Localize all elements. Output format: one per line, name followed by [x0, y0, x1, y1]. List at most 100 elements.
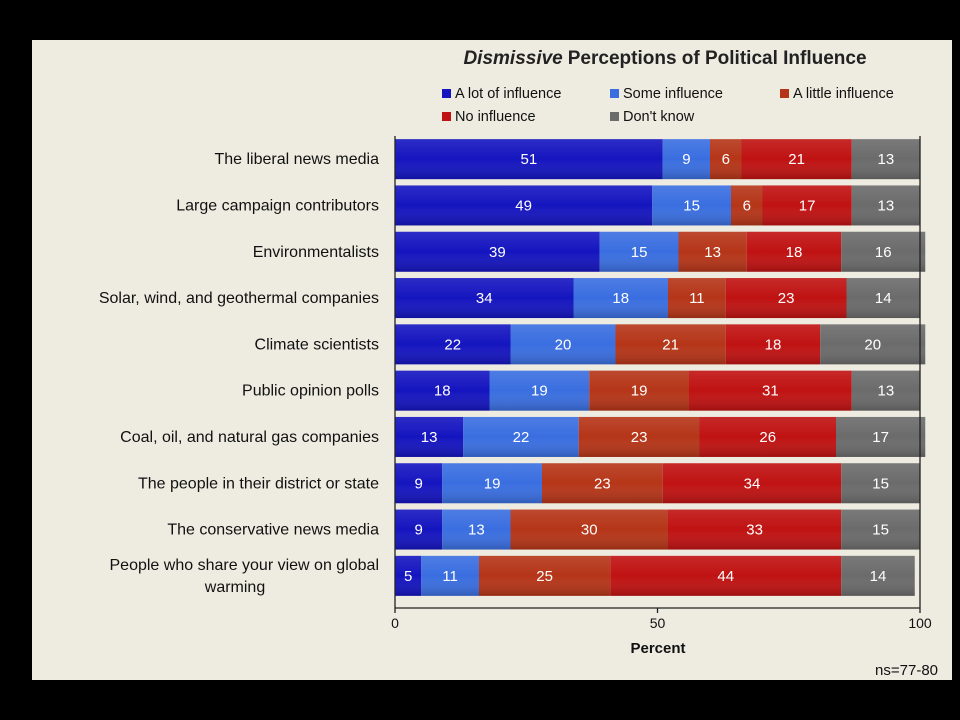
bar-value-label: 18	[434, 383, 451, 400]
bar-shade-a-little-influence	[479, 555, 611, 596]
category-label: The conservative news media	[167, 522, 379, 539]
bar-value-label: 9	[414, 522, 422, 539]
bar-shade-a-lot-of-influence	[395, 185, 653, 226]
bar-value-label: 13	[878, 197, 895, 214]
bar-shade-a-lot-of-influence	[395, 463, 443, 504]
bar-value-label: 20	[864, 336, 881, 353]
bar-shade-a-little-influence	[578, 416, 700, 457]
bar-shade-no-influence	[725, 278, 847, 319]
category-label: Climate scientists	[255, 336, 379, 353]
bar-shade-don-t-know	[836, 416, 926, 457]
bar-value-label: 11	[442, 568, 458, 585]
bar-value-label: 30	[581, 522, 598, 539]
bar-value-label: 44	[717, 568, 734, 585]
legend-swatch-don-t-know	[610, 112, 619, 121]
category-label: Coal, oil, and natural gas companies	[120, 429, 379, 446]
bar-shade-some-influence	[489, 370, 590, 411]
bar-value-label: 17	[799, 197, 816, 214]
bar-value-label: 18	[786, 244, 803, 261]
bar-value-label: 18	[612, 290, 629, 307]
bar-shade-some-influence	[442, 509, 511, 550]
bar-value-label: 22	[513, 429, 530, 446]
bar-value-label: 23	[631, 429, 648, 446]
bar-shade-a-little-influence	[510, 509, 668, 550]
bar-shade-a-little-influence	[589, 370, 689, 411]
bar-value-label: 13	[468, 522, 485, 539]
bar-shade-some-influence	[599, 231, 679, 272]
bar-value-label: 11	[689, 290, 705, 307]
bar-shade-some-influence	[442, 463, 542, 504]
bar-shade-don-t-know	[846, 278, 920, 319]
bar-value-label: 20	[555, 336, 572, 353]
bar-shade-no-influence	[662, 463, 842, 504]
bar-value-label: 14	[870, 568, 887, 585]
bar-value-label: 13	[878, 383, 895, 400]
bar-value-label: 13	[878, 151, 895, 168]
legend-swatch-a-little-influence	[780, 89, 789, 98]
bar-shade-don-t-know	[851, 139, 920, 180]
bar-value-label: 23	[778, 290, 795, 307]
legend-swatch-no-influence	[442, 112, 451, 121]
chart-title-rest: Perceptions of Political Influence	[568, 48, 867, 69]
bar-shade-a-little-influence	[710, 139, 742, 180]
bar-shade-some-influence	[662, 139, 710, 180]
bar-shade-a-lot-of-influence	[395, 231, 600, 272]
bar-value-label: 9	[414, 475, 422, 492]
bar-value-label: 13	[421, 429, 438, 446]
bar-shade-no-influence	[668, 509, 842, 550]
bar-shade-some-influence	[510, 324, 616, 365]
bar-value-label: 21	[788, 151, 805, 168]
bar-value-label: 19	[531, 383, 548, 400]
bar-value-label: 31	[762, 383, 779, 400]
bar-shade-a-lot-of-influence	[395, 324, 511, 365]
bar-shade-a-little-influence	[668, 278, 726, 319]
x-axis-title: Percent	[630, 640, 685, 657]
bar-shade-no-influence	[741, 139, 852, 180]
bar-shade-don-t-know	[841, 509, 920, 550]
bar-value-label: 14	[875, 290, 892, 307]
x-axis: 0 50 100	[391, 136, 932, 631]
category-label: People who share your view on global warm…	[110, 557, 380, 596]
bar-shade-no-influence	[725, 324, 821, 365]
category-label: The people in their district or state	[138, 475, 379, 492]
chart-slide: Dismissive Perceptions of Political Influ…	[32, 40, 952, 680]
bar-value-label: 6	[743, 197, 751, 214]
bar-value-label: 16	[875, 244, 892, 261]
bar-shade-don-t-know	[841, 463, 920, 504]
bar-value-label: 22	[444, 336, 461, 353]
x-tick-label: 50	[650, 615, 666, 631]
bar-shade-don-t-know	[851, 370, 920, 411]
bar-value-label: 19	[484, 475, 501, 492]
bar-value-label: 49	[515, 197, 532, 214]
legend-label-some-influence: Some influence	[623, 86, 723, 102]
bar-value-label: 9	[682, 151, 690, 168]
bar-shade-a-lot-of-influence	[395, 139, 663, 180]
bar-shade-some-influence	[463, 416, 579, 457]
legend-swatch-some-influence	[610, 89, 619, 98]
bar-shade-a-little-influence	[678, 231, 747, 272]
bar-value-label: 19	[631, 383, 648, 400]
bar-shade-no-influence	[746, 231, 842, 272]
bar-shade-don-t-know	[820, 324, 926, 365]
bar-shade-some-influence	[421, 555, 479, 596]
bar-value-label: 5	[404, 568, 412, 585]
x-tick-label: 100	[908, 615, 932, 631]
bar-value-label: 13	[704, 244, 721, 261]
bar-shade-don-t-know	[841, 231, 926, 272]
bar-value-label: 15	[683, 197, 700, 214]
bar-value-label: 34	[476, 290, 493, 307]
chart-legend: A lot of influence Some influence A little…	[442, 86, 894, 125]
bar-value-label: 33	[746, 522, 763, 539]
bar-value-label: 23	[594, 475, 611, 492]
bar-shade-don-t-know	[841, 555, 915, 596]
bar-value-label: 15	[631, 244, 648, 261]
bar-shade-no-influence	[762, 185, 852, 226]
sample-size-note: ns=77-80	[875, 662, 938, 679]
legend-swatch-a-lot-of-influence	[442, 89, 451, 98]
bar-shade-a-little-influence	[615, 324, 726, 365]
bar-value-label: 21	[662, 336, 679, 353]
bar-value-label: 15	[872, 522, 889, 539]
bar-shade-no-influence	[689, 370, 852, 411]
bar-shade-some-influence	[652, 185, 731, 226]
